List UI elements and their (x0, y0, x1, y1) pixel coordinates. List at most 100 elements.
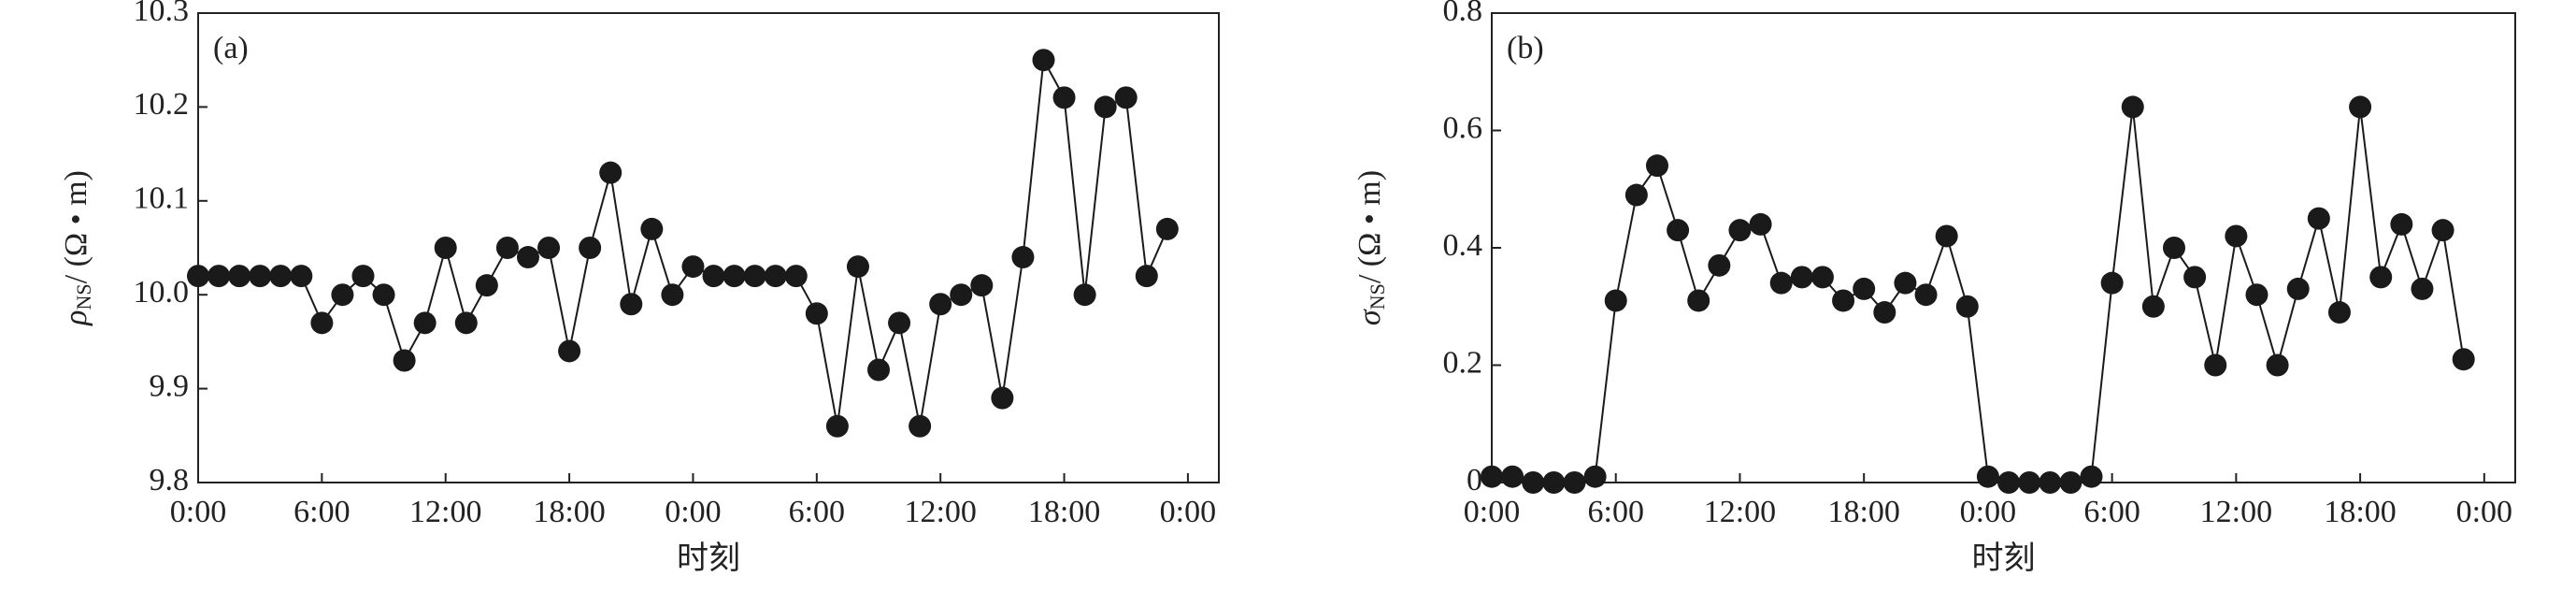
y-axis-unit: / (Ω • m) (59, 170, 93, 283)
data-point (764, 265, 787, 288)
data-point (187, 265, 209, 288)
data-point (1011, 246, 1035, 269)
data-point (434, 237, 457, 259)
series-line (1492, 107, 2465, 483)
data-point (2452, 348, 2475, 371)
data-point (290, 265, 313, 288)
y-tick-label: 0.2 (1443, 345, 1483, 380)
data-point (2369, 266, 2393, 289)
data-point (269, 265, 293, 288)
x-tick-label: 18:00 (1827, 495, 1899, 529)
data-point (1873, 301, 1896, 324)
y-tick-label: 9.8 (150, 463, 190, 497)
x-tick-label: 6:00 (2083, 495, 2140, 529)
data-point (516, 246, 539, 269)
data-point (413, 311, 436, 335)
data-point (249, 265, 272, 288)
data-point (1645, 154, 1668, 178)
y-tick-label: 0.6 (1443, 110, 1483, 145)
data-point (1769, 271, 1793, 295)
data-point (331, 283, 354, 307)
data-point (2121, 95, 2144, 119)
data-point (1155, 217, 1179, 240)
data-point (909, 414, 932, 438)
data-point (1997, 471, 2021, 494)
y-tick-label: 9.9 (150, 368, 190, 403)
data-point (393, 349, 416, 372)
data-point (2286, 277, 2310, 300)
data-point (2266, 353, 2289, 377)
x-tick-label: 6:00 (789, 495, 845, 529)
data-point (475, 274, 498, 297)
data-point (208, 265, 231, 288)
data-point (2225, 224, 2248, 248)
data-point (228, 265, 251, 288)
x-tick-label: 18:00 (533, 495, 605, 529)
data-point (1135, 265, 1158, 288)
data-point (372, 283, 395, 307)
y-tick-label: 0 (1467, 463, 1482, 497)
data-point (454, 311, 478, 335)
y-tick-label: 0.8 (1443, 0, 1483, 28)
data-point (2411, 277, 2434, 300)
x-tick-label: 12:00 (904, 495, 976, 529)
data-point (1810, 266, 1834, 289)
data-point (2349, 95, 2372, 119)
y-axis-label: σNS/ (Ω • m) (1352, 170, 1389, 325)
data-point (805, 302, 828, 325)
y-tick-label: 0.4 (1443, 228, 1483, 263)
data-point (495, 237, 519, 259)
data-point (2431, 219, 2454, 242)
x-tick-label: 0:00 (1160, 495, 1216, 529)
data-point (681, 255, 705, 279)
x-axis-label: 时刻 (1972, 541, 2036, 576)
data-point (950, 283, 973, 307)
data-point (1583, 465, 1607, 488)
x-tick-label: 0:00 (2456, 495, 2512, 529)
y-tick-label: 10.3 (134, 0, 190, 28)
x-tick-label: 0:00 (1464, 495, 1520, 529)
y-axis-label: ρNS/ (Ω • m) (59, 170, 95, 326)
data-point (1667, 219, 1690, 242)
data-point (743, 265, 766, 288)
x-tick-label: 0:00 (170, 495, 226, 529)
data-point (1955, 295, 1979, 318)
x-tick-label: 0:00 (1960, 495, 2016, 529)
data-point (2163, 237, 2185, 259)
data-point (640, 217, 664, 240)
y-axis-subscript: NS (72, 283, 95, 310)
x-tick-label: 0:00 (665, 495, 721, 529)
plot-frame (1491, 12, 2516, 483)
data-point (970, 274, 994, 297)
data-point (702, 265, 725, 288)
data-point (1976, 465, 1999, 488)
data-point (2327, 301, 2351, 324)
y-tick-label: 10.1 (134, 181, 190, 216)
data-point (1604, 289, 1627, 312)
series-line (198, 56, 1168, 426)
data-point (1708, 253, 1731, 277)
x-tick-label: 6:00 (293, 495, 350, 529)
x-tick-label: 12:00 (2200, 495, 2272, 529)
data-point (888, 311, 911, 335)
y-axis-subscript: NS (1366, 283, 1389, 310)
data-point (1522, 471, 1545, 494)
data-point (1687, 289, 1710, 312)
data-point (1052, 86, 1076, 109)
data-point (537, 237, 561, 259)
data-point (846, 255, 869, 279)
data-point (2059, 471, 2082, 494)
y-tick-label: 10.0 (134, 275, 190, 310)
data-point (1853, 277, 1876, 300)
data-point (929, 293, 952, 316)
y-axis-symbol: σ (1352, 309, 1387, 325)
data-point (2390, 212, 2413, 236)
x-tick-label: 6:00 (1588, 495, 1644, 529)
data-point (1542, 471, 1566, 494)
data-point (310, 311, 334, 335)
data-point (599, 161, 623, 184)
data-point (2204, 353, 2227, 377)
y-axis-symbol: ρ (59, 310, 93, 326)
data-point (1894, 271, 1917, 295)
data-point (1501, 465, 1524, 488)
